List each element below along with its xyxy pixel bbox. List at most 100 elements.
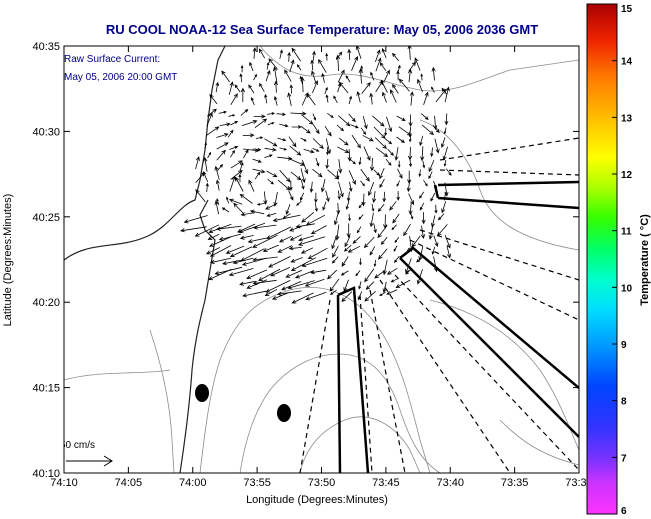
current-vector — [393, 245, 398, 252]
current-vector — [369, 212, 374, 228]
current-vector — [230, 169, 243, 180]
current-vector — [265, 280, 291, 293]
current-vector — [396, 70, 400, 81]
current-vector — [337, 69, 345, 83]
current-vector — [408, 114, 413, 127]
current-vector — [288, 246, 302, 251]
y-axis: 40:35 40:30 40:25 40:20 40:15 40:10 — [32, 41, 579, 480]
current-vector — [284, 69, 292, 82]
current-vector — [409, 91, 414, 106]
current-vector — [347, 48, 352, 61]
current-vector — [348, 181, 353, 193]
current-vector — [215, 179, 220, 191]
current-vector — [291, 47, 301, 62]
current-vector — [437, 224, 448, 237]
current-vector — [373, 126, 386, 139]
current-vector — [430, 147, 434, 158]
current-vector — [423, 179, 428, 187]
annotation-current-time: May 05, 2006 20:00 GMT — [64, 72, 177, 83]
current-vector — [207, 151, 212, 159]
current-vector — [433, 256, 438, 273]
current-vector — [379, 167, 385, 180]
current-vector — [252, 47, 257, 59]
current-vector — [394, 255, 400, 264]
current-vector — [304, 278, 325, 287]
current-vector — [239, 235, 254, 240]
current-vector — [221, 70, 230, 83]
current-vector — [350, 124, 359, 129]
current-vector — [312, 123, 320, 135]
current-vector — [365, 281, 375, 290]
current-vector — [358, 157, 362, 166]
current-vector — [431, 86, 435, 93]
current-vector — [247, 237, 267, 244]
current-vector — [394, 147, 399, 161]
current-vector — [277, 245, 293, 253]
current-vector — [363, 236, 375, 249]
x-tick-label: 73:50 — [308, 477, 336, 489]
current-vector — [258, 268, 281, 281]
current-vector — [394, 237, 400, 244]
current-vector — [435, 88, 447, 103]
current-vector — [374, 137, 387, 150]
current-vector — [408, 126, 412, 138]
current-vector — [341, 256, 349, 267]
current-vector — [358, 281, 362, 290]
current-vector — [428, 224, 434, 240]
current-vector — [230, 93, 238, 106]
current-vector — [391, 224, 397, 231]
current-vector — [302, 159, 309, 175]
current-vector — [227, 129, 234, 138]
current-vector — [266, 212, 277, 217]
current-vector — [246, 269, 268, 279]
current-vector — [216, 225, 242, 231]
current-vector — [441, 137, 446, 148]
colorbar-tick-label: 15 — [621, 4, 633, 15]
current-vector — [443, 159, 447, 167]
current-vector — [322, 201, 327, 211]
current-vector — [408, 135, 412, 143]
scale-arrow — [66, 455, 113, 467]
current-vector — [359, 258, 362, 266]
current-vector — [331, 256, 339, 264]
current-vector — [380, 236, 388, 246]
current-vector — [277, 137, 287, 142]
y-tick-label: 40:15 — [32, 383, 60, 395]
current-vector — [248, 179, 255, 192]
current-vector — [263, 191, 268, 205]
current-vector — [338, 159, 343, 174]
current-vector — [300, 137, 307, 142]
current-vector — [264, 147, 277, 152]
current-vector — [386, 289, 398, 295]
current-vector — [408, 202, 413, 216]
current-vector — [209, 257, 232, 264]
current-vector — [219, 122, 231, 127]
current-vector — [290, 111, 307, 116]
current-vector — [290, 257, 303, 263]
current-vector — [242, 133, 255, 138]
current-vector — [417, 78, 423, 93]
current-vector — [383, 69, 390, 82]
current-vector — [371, 203, 375, 212]
current-vector — [337, 146, 350, 154]
current-vector — [264, 288, 278, 297]
current-vector — [362, 134, 374, 142]
current-vector — [437, 213, 445, 221]
current-vector — [421, 212, 426, 225]
current-vector — [408, 236, 414, 253]
current-vector — [240, 109, 249, 116]
current-vector — [433, 180, 438, 191]
current-vector — [397, 168, 403, 179]
current-vector — [343, 244, 352, 252]
current-vector — [289, 145, 302, 156]
current-vector — [306, 93, 316, 106]
current-vector — [298, 236, 326, 246]
current-vector — [433, 235, 439, 248]
current-vector — [268, 256, 291, 268]
current-vector — [398, 78, 410, 92]
current-vector — [346, 191, 351, 202]
current-vector — [279, 147, 288, 151]
current-vector — [396, 115, 406, 122]
current-vector — [445, 168, 452, 176]
current-vector — [312, 80, 318, 94]
